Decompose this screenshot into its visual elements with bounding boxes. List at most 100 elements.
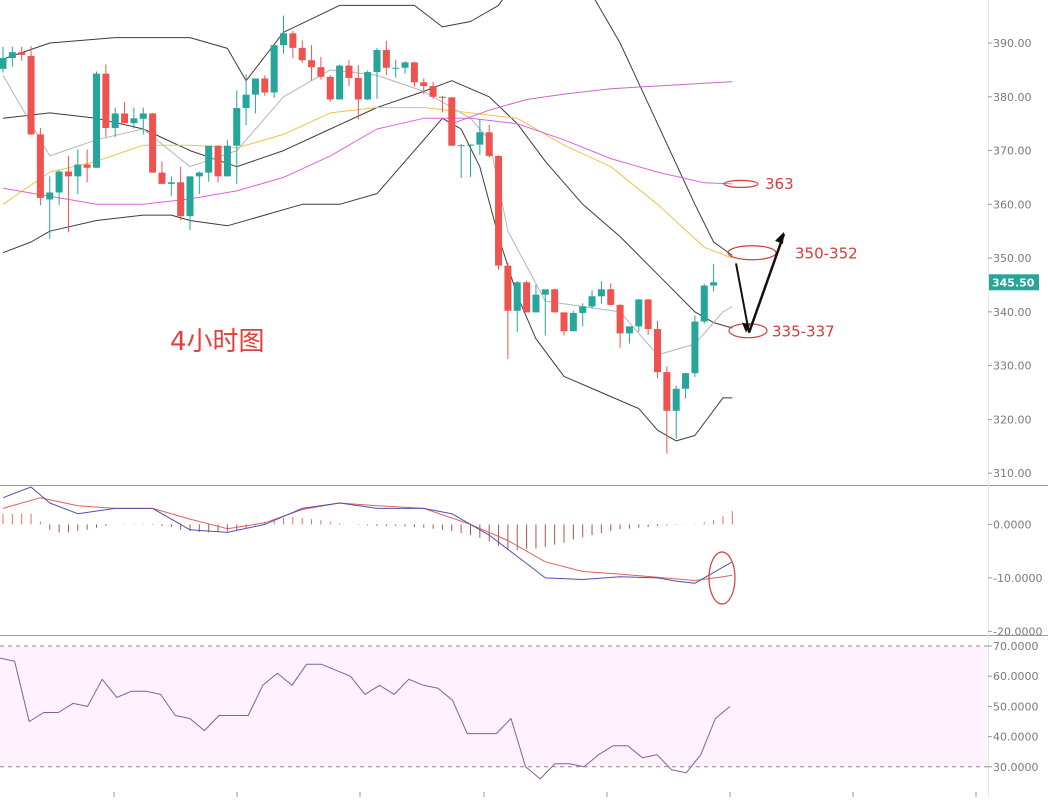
candle-body <box>541 289 549 295</box>
candle-body <box>223 145 231 177</box>
candle-body <box>280 33 287 46</box>
candle-body <box>644 299 652 330</box>
candle-body <box>579 306 587 313</box>
macd-axis-tick-label: -20.0000 <box>993 625 1042 638</box>
candle-body <box>607 289 615 305</box>
candle-body <box>495 155 503 266</box>
candle-body <box>336 65 344 100</box>
moving-average-line <box>2 107 733 259</box>
candle-body <box>242 94 250 109</box>
candle-body <box>36 134 44 198</box>
price-axis-tick-label: 370.00 <box>993 145 1032 158</box>
candle-body <box>438 96 446 98</box>
candle-body <box>420 82 428 87</box>
price-axis-tick-label: 340.00 <box>993 306 1032 319</box>
macd-line <box>2 486 733 584</box>
candle-body <box>298 47 306 61</box>
candle-body <box>392 67 400 69</box>
candle-body <box>485 132 493 156</box>
price-axis-tick-label: 390.00 <box>993 37 1032 50</box>
candle-body <box>672 388 680 411</box>
candle-body <box>476 132 484 145</box>
candle-body <box>64 171 72 177</box>
up-arrow-head <box>775 231 784 244</box>
candle-body <box>270 45 278 93</box>
last-price-badge <box>989 274 1039 291</box>
annotation-ellipse <box>723 179 759 188</box>
candle-body <box>457 145 465 147</box>
candle-body <box>326 76 334 100</box>
candle-body <box>83 164 91 168</box>
rsi-axis-tick-label: 40.0000 <box>993 731 1039 744</box>
candle-body <box>186 176 194 217</box>
candle-body <box>317 67 325 77</box>
candle-body <box>597 289 605 297</box>
rsi-line <box>0 657 731 780</box>
candle-body <box>233 108 241 146</box>
moving-average-line <box>451 81 733 125</box>
annotation-label: 350-352 <box>795 245 858 263</box>
candle-body <box>513 282 521 311</box>
candle-body <box>46 192 54 200</box>
chart-title: 4小时图 <box>170 327 265 357</box>
candle-body <box>289 33 297 48</box>
candle-body <box>18 52 26 55</box>
candle-body <box>167 182 175 184</box>
price-axis-tick-label: 330.00 <box>993 360 1032 373</box>
candle-body <box>121 113 129 124</box>
price-axis-tick-label: 310.00 <box>993 467 1032 480</box>
candle-body <box>635 299 643 327</box>
rsi-axis-tick-label: 30.0000 <box>993 761 1039 774</box>
macd-crossover-ellipse <box>708 551 736 605</box>
candle-body <box>0 58 7 69</box>
price-axis-tick-label: 360.00 <box>993 198 1032 211</box>
price-axis-tick-label: 350.00 <box>993 252 1032 265</box>
candle-body <box>532 294 540 313</box>
rsi-axis-tick-label: 70.0000 <box>993 640 1039 653</box>
candle-body <box>251 78 259 95</box>
candle-body <box>588 296 596 307</box>
candle-body <box>691 321 699 374</box>
candle-body <box>616 304 624 334</box>
rsi-axis-tick-label: 50.0000 <box>993 700 1039 713</box>
candle-body <box>55 171 63 193</box>
candle-body <box>93 73 100 168</box>
rsi-axis-tick-label: 60.0000 <box>993 670 1039 683</box>
bollinger-upper-line <box>2 0 733 256</box>
down-arrow-head <box>742 322 750 333</box>
candle-body <box>467 144 474 146</box>
moving-average-line <box>2 117 733 205</box>
macd-axis-tick-label: 0.0000 <box>993 518 1032 531</box>
candle-body <box>111 113 119 128</box>
candle-body <box>205 145 213 173</box>
candle-body <box>663 372 671 411</box>
candle-body <box>504 265 512 311</box>
rsi-band-fill <box>0 646 988 767</box>
candle-body <box>261 78 269 93</box>
candle-body <box>364 72 372 100</box>
candle-body <box>139 113 147 119</box>
down-arrow-line <box>735 263 750 333</box>
candle-body <box>308 60 316 68</box>
candle-body <box>523 282 531 313</box>
candle-body <box>74 164 82 177</box>
candle-body <box>102 73 110 128</box>
annotation-ellipse <box>727 245 777 261</box>
macd-signal-line <box>2 497 733 581</box>
candle-body <box>382 50 390 68</box>
candle-body <box>625 326 633 334</box>
candle-body <box>354 77 362 100</box>
candle-body <box>448 97 456 146</box>
last-price-label: 345.50 <box>992 276 1035 289</box>
candle-body <box>27 55 35 135</box>
candle-body <box>373 50 381 73</box>
candle-body <box>654 329 661 373</box>
candle-body <box>551 289 559 313</box>
candle-body <box>710 282 718 286</box>
candle-body <box>195 172 203 177</box>
candle-body <box>177 182 185 217</box>
macd-axis-tick-label: -10.0000 <box>993 572 1042 585</box>
candle-body <box>569 312 577 332</box>
